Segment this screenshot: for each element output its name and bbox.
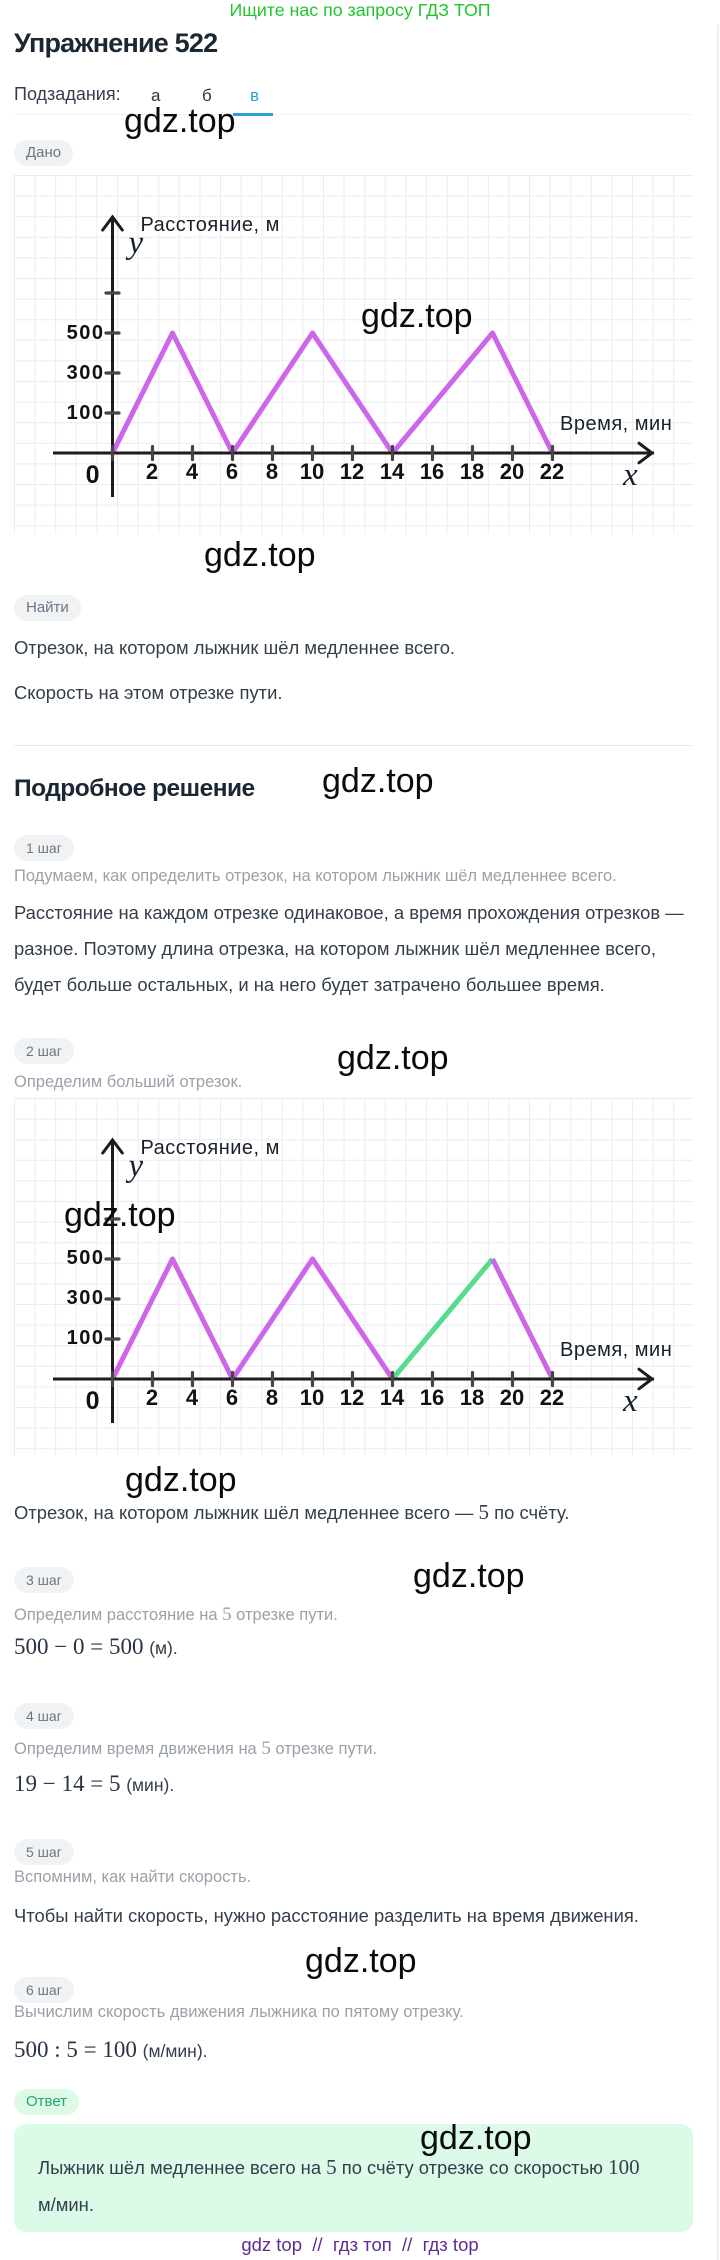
svg-text:4: 4 (186, 1385, 199, 1410)
svg-text:6: 6 (226, 459, 238, 484)
svg-text:300: 300 (67, 362, 105, 384)
svg-text:0: 0 (86, 461, 100, 489)
svg-text:x: x (622, 457, 638, 493)
svg-text:Время, мин: Время, мин (560, 1339, 672, 1361)
svg-text:6: 6 (226, 1385, 238, 1410)
svg-text:Расстояние, м: Расстояние, м (141, 214, 280, 236)
svg-text:500: 500 (67, 1247, 105, 1269)
svg-text:20: 20 (500, 459, 524, 484)
svg-text:22: 22 (540, 1385, 564, 1410)
svg-text:10: 10 (300, 1385, 324, 1410)
svg-text:12: 12 (340, 459, 364, 484)
svg-text:x: x (622, 1383, 638, 1419)
svg-text:18: 18 (460, 1385, 484, 1410)
svg-text:2: 2 (146, 459, 158, 484)
svg-text:12: 12 (340, 1385, 364, 1410)
svg-text:14: 14 (380, 1385, 405, 1410)
svg-text:8: 8 (266, 1385, 278, 1410)
svg-text:22: 22 (540, 459, 564, 484)
svg-text:y: y (126, 225, 144, 261)
svg-text:300: 300 (67, 1287, 105, 1309)
svg-text:100: 100 (67, 1327, 105, 1349)
svg-text:2: 2 (146, 1385, 158, 1410)
svg-text:16: 16 (420, 459, 444, 484)
svg-text:y: y (126, 1148, 144, 1184)
svg-text:Время, мин: Время, мин (560, 413, 672, 435)
svg-text:10: 10 (300, 459, 324, 484)
svg-text:Расстояние, м: Расстояние, м (141, 1137, 280, 1159)
svg-text:8: 8 (266, 459, 278, 484)
svg-text:500: 500 (67, 322, 105, 344)
svg-text:20: 20 (500, 1385, 524, 1410)
svg-text:18: 18 (460, 459, 484, 484)
svg-text:4: 4 (186, 459, 199, 484)
svg-text:14: 14 (380, 459, 405, 484)
svg-text:100: 100 (67, 402, 105, 424)
svg-text:16: 16 (420, 1385, 444, 1410)
svg-text:0: 0 (86, 1387, 100, 1415)
